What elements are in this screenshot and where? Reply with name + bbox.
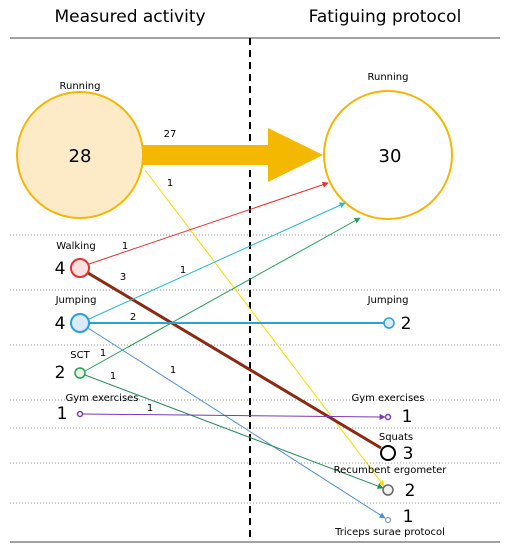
flow xyxy=(88,181,329,265)
flow-label: 1 xyxy=(180,265,186,276)
node-label: Walking xyxy=(56,241,95,252)
node-label: Squats xyxy=(379,432,413,443)
node-count: 4 xyxy=(55,259,66,279)
node xyxy=(382,484,394,496)
node-label: Gym exercises xyxy=(351,393,424,404)
node xyxy=(76,410,84,418)
node-count: 1 xyxy=(57,404,68,424)
flow xyxy=(84,374,384,489)
flow xyxy=(88,202,346,320)
node-label: Triceps surae protocol xyxy=(334,527,445,538)
flow-label: 1 xyxy=(147,403,153,414)
node-count: 30 xyxy=(379,146,402,167)
node-label: Jumping xyxy=(367,295,409,306)
flow-label: 1 xyxy=(170,365,176,376)
node-label: Gym exercises xyxy=(65,393,138,404)
header-right: Fatiguing protocol xyxy=(309,7,462,27)
header-left: Measured activity xyxy=(54,7,205,27)
node xyxy=(384,516,392,524)
flow-label: 1 xyxy=(110,371,116,382)
node-label: Running xyxy=(368,72,409,83)
node-count: 4 xyxy=(55,314,66,334)
node xyxy=(70,258,90,278)
flow xyxy=(87,327,386,519)
flow xyxy=(144,169,385,487)
node xyxy=(74,367,86,379)
flow-label: 1 xyxy=(167,178,173,189)
flow-label: 1 xyxy=(122,241,128,252)
flows xyxy=(82,128,386,519)
node xyxy=(70,313,90,333)
node xyxy=(384,413,392,421)
node-count: 1 xyxy=(402,407,413,427)
node xyxy=(383,317,395,329)
node-count: 1 xyxy=(403,507,414,527)
flow xyxy=(84,217,361,372)
flow xyxy=(82,413,386,420)
node-count: 3 xyxy=(403,444,414,464)
flow-label: 27 xyxy=(164,129,177,140)
flow-label: 1 xyxy=(100,348,106,359)
node-count: 2 xyxy=(401,314,412,334)
node xyxy=(323,90,453,220)
node-label: SCT xyxy=(70,350,90,361)
node-label: Jumping xyxy=(55,295,97,306)
flow-label: 2 xyxy=(130,312,136,323)
flow-label: 3 xyxy=(120,272,126,283)
flow xyxy=(87,271,382,450)
node-label: Running xyxy=(60,81,101,92)
separators xyxy=(10,234,500,504)
flow xyxy=(143,128,323,182)
node-count: 28 xyxy=(69,146,92,167)
node-count: 2 xyxy=(55,363,66,383)
node-count: 2 xyxy=(405,481,416,501)
node-label: Recumbent ergometer xyxy=(334,465,448,476)
node xyxy=(380,445,396,461)
